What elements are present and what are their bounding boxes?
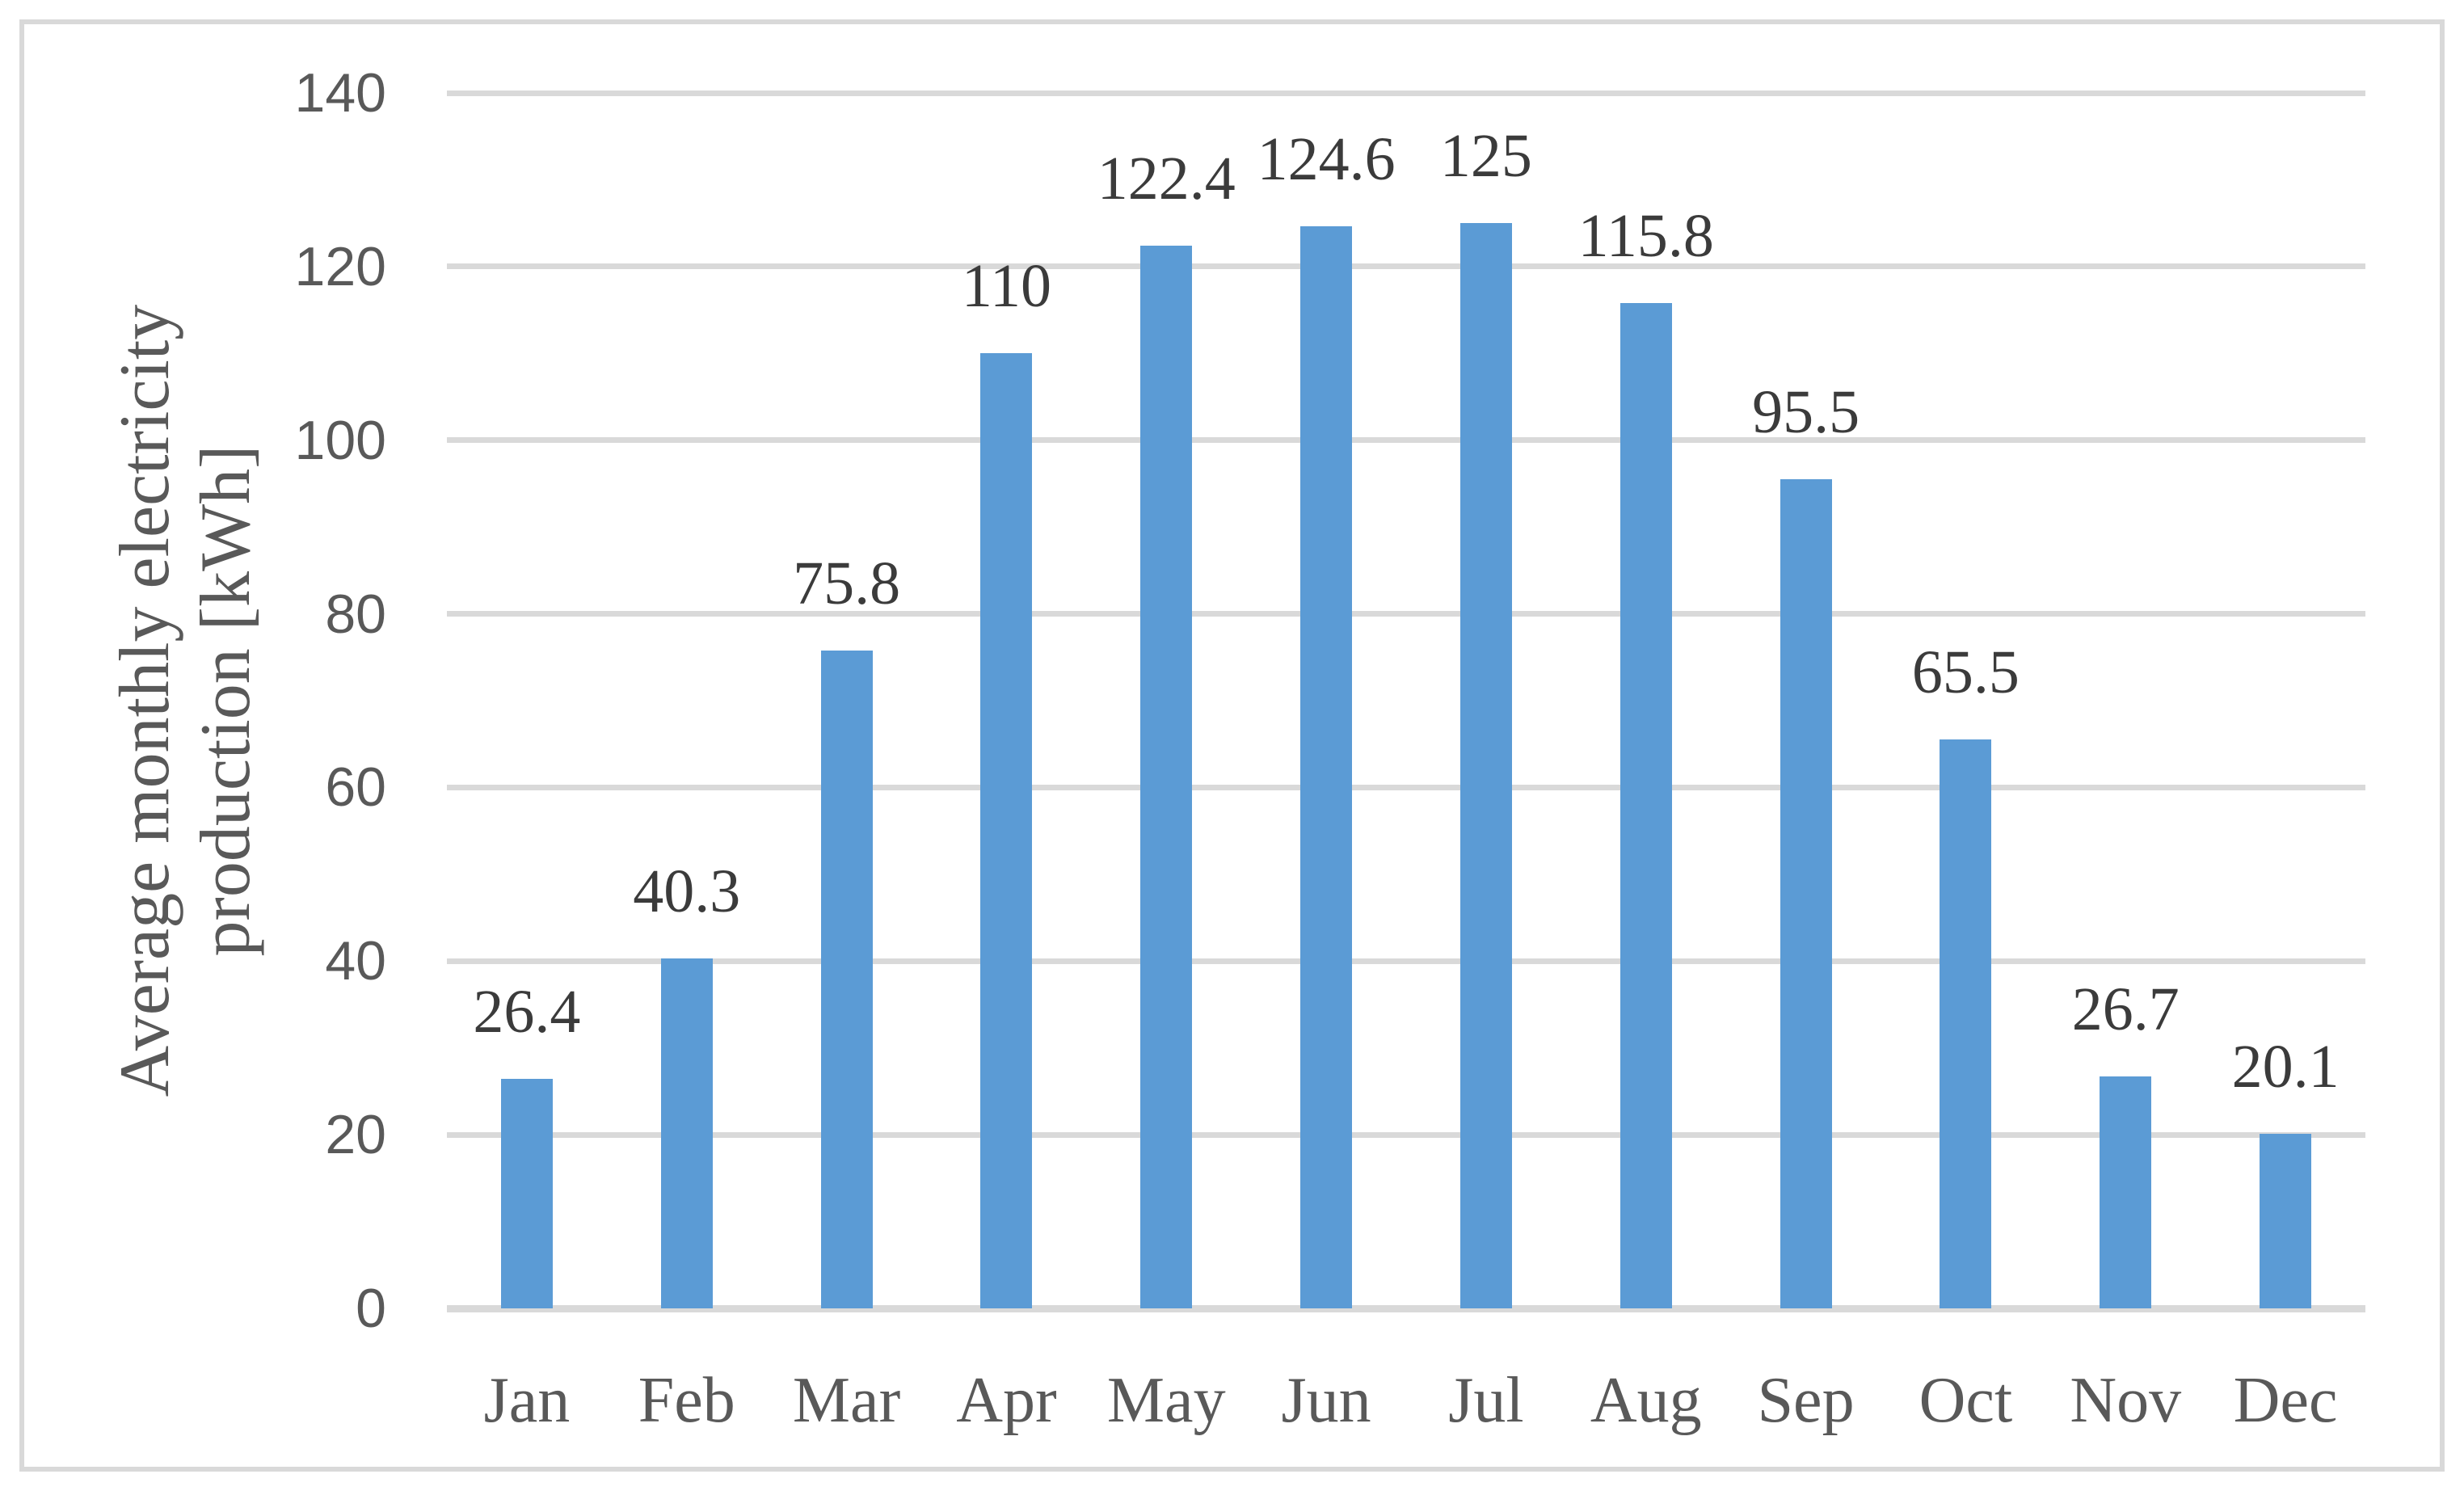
x-tick-label-jun: Jun — [1281, 1365, 1371, 1436]
y-gridline-80 — [447, 611, 2365, 617]
y-tick-label-80: 80 — [325, 583, 386, 645]
y-tick-label-120: 120 — [294, 235, 386, 297]
y-gridline-140 — [447, 90, 2365, 96]
x-tick-label-may: May — [1106, 1365, 1226, 1436]
data-label-jun: 124.6 — [1257, 125, 1396, 193]
data-label-may: 122.4 — [1097, 145, 1236, 213]
x-tick-label-dec: Dec — [2233, 1365, 2338, 1436]
bar-jun — [1300, 226, 1353, 1308]
bar-aug — [1620, 303, 1672, 1308]
data-label-aug: 115.8 — [1577, 202, 1714, 270]
x-axis-line — [447, 1305, 2365, 1312]
bar-jul — [1459, 223, 1512, 1308]
x-tick-label-sep: Sep — [1757, 1365, 1855, 1436]
bar-feb — [660, 958, 713, 1308]
y-tick-label-60: 60 — [325, 756, 386, 819]
y-gridline-40 — [447, 958, 2365, 964]
data-label-jul: 125 — [1439, 122, 1532, 190]
bar-sep — [1780, 479, 1832, 1308]
bar-dec — [2260, 1134, 2312, 1308]
bar-apr — [980, 353, 1033, 1308]
data-label-jan: 26.4 — [473, 978, 581, 1046]
x-tick-label-jan: Jan — [483, 1365, 571, 1436]
data-label-sep: 95.5 — [1752, 378, 1860, 446]
x-tick-label-aug: Aug — [1590, 1365, 1702, 1436]
x-tick-label-jul: Jul — [1448, 1365, 1524, 1436]
bar-jan — [500, 1079, 553, 1308]
bar-oct — [1940, 739, 1992, 1308]
y-gridline-60 — [447, 784, 2365, 790]
x-tick-label-nov: Nov — [2070, 1365, 2182, 1436]
y-tick-label-140: 140 — [294, 62, 386, 124]
y-tick-label-20: 20 — [325, 1104, 386, 1166]
bar-may — [1140, 246, 1193, 1308]
y-gridline-20 — [447, 1131, 2365, 1138]
data-label-dec: 20.1 — [2231, 1033, 2340, 1101]
y-tick-label-0: 0 — [356, 1278, 386, 1339]
x-tick-label-oct: Oct — [1919, 1365, 2013, 1436]
chart-frame-border — [19, 19, 2445, 1472]
x-tick-label-feb: Feb — [638, 1365, 735, 1436]
x-tick-label-apr: Apr — [956, 1365, 1057, 1436]
data-label-nov: 26.7 — [2071, 975, 2180, 1043]
y-gridline-120 — [447, 263, 2365, 270]
bar-mar — [820, 651, 873, 1308]
data-label-feb: 40.3 — [633, 857, 741, 925]
y-tick-label-40: 40 — [325, 930, 386, 992]
y-tick-label-100: 100 — [294, 409, 386, 471]
data-label-mar: 75.8 — [793, 550, 901, 617]
data-label-apr: 110 — [961, 252, 1051, 320]
y-gridline-100 — [447, 437, 2365, 444]
bar-nov — [2100, 1076, 2152, 1308]
data-label-oct: 65.5 — [1911, 638, 2020, 706]
x-tick-label-mar: Mar — [792, 1365, 901, 1436]
